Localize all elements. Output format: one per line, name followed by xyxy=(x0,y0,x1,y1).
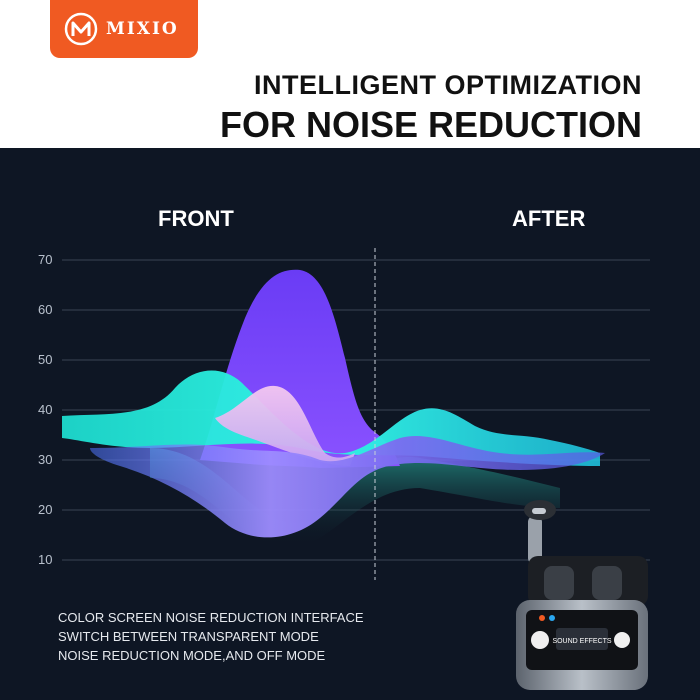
y-tick-30: 30 xyxy=(38,452,52,467)
screen-volume-icon xyxy=(614,632,630,648)
earbud-icon xyxy=(524,500,556,564)
earbuds-case-image: SOUND EFFECTS xyxy=(516,500,648,690)
y-tick-50: 50 xyxy=(38,352,52,367)
label-after: AFTER xyxy=(512,206,586,231)
noise-chart: 70 60 50 40 30 20 10 xyxy=(38,248,650,580)
noise-chart-panel: 70 60 50 40 30 20 10 FRONT AFTER COLOR S… xyxy=(0,148,700,700)
brand-name: MIXIO xyxy=(106,19,179,39)
y-tick-40: 40 xyxy=(38,402,52,417)
screen-play-icon xyxy=(531,631,549,649)
brand-logo: MIXIO xyxy=(50,0,198,58)
y-tick-70: 70 xyxy=(38,252,52,267)
caption-line-1: COLOR SCREEN NOISE REDUCTION INTERFACE xyxy=(58,610,364,625)
cyan-noise-wave xyxy=(62,370,600,466)
headline-line-1: INTELLIGENT OPTIMIZATION xyxy=(254,70,642,100)
header: MIXIO INTELLIGENT OPTIMIZATION FOR NOISE… xyxy=(0,0,700,148)
label-front: FRONT xyxy=(158,206,234,231)
caption-line-3: NOISE REDUCTION MODE,AND OFF MODE xyxy=(58,648,326,663)
feature-caption: COLOR SCREEN NOISE REDUCTION INTERFACE S… xyxy=(58,608,364,665)
device-screen-text: SOUND EFFECTS xyxy=(552,638,611,645)
base-noise-wave xyxy=(90,435,605,538)
caption-line-2: SWITCH BETWEEN TRANSPARENT MODE xyxy=(58,629,319,644)
y-tick-10: 10 xyxy=(38,552,52,567)
y-tick-60: 60 xyxy=(38,302,52,317)
headline-line-2: FOR NOISE REDUCTION xyxy=(219,104,642,145)
pink-noise-wave xyxy=(215,385,355,466)
brand-logo-icon xyxy=(64,12,98,46)
y-tick-20: 20 xyxy=(38,502,52,517)
